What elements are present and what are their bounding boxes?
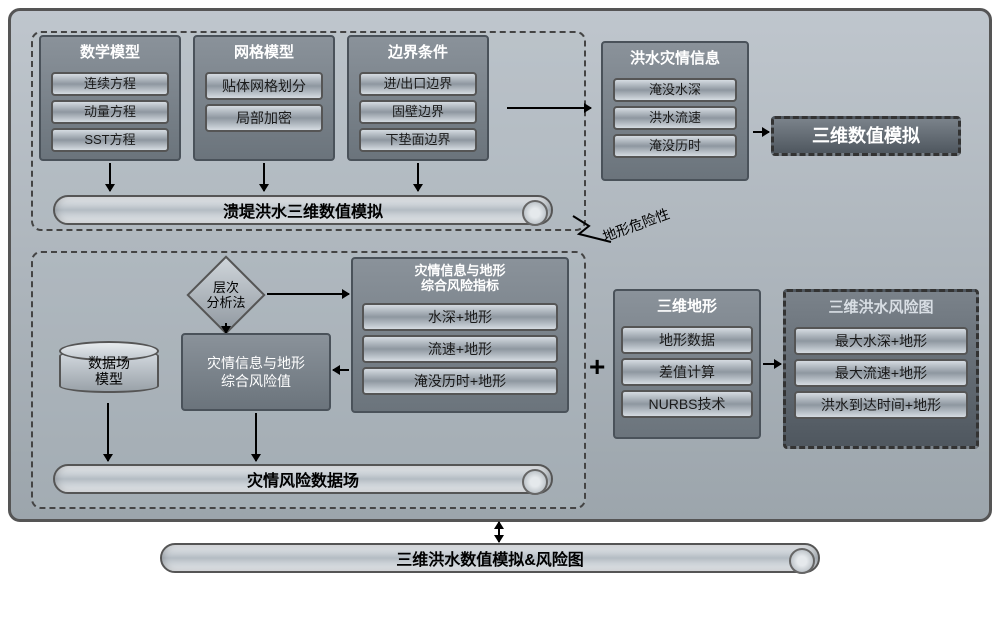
arrow-frame-to-bottompipe [498, 522, 500, 542]
node-datafield: 数据场 模型 [59, 341, 159, 401]
panel-flood-info: 洪水灾情信息 淹没水深 洪水流速 淹没历时 [601, 41, 749, 181]
boundary-item-3: 下垫面边界 [359, 128, 478, 152]
datafield-label: 数据场 模型 [88, 355, 130, 387]
arrow-diamond-right [267, 293, 349, 295]
pipe-risk: 灾情风险数据场 [53, 464, 553, 494]
sim-label-box: 三维数值模拟 [771, 116, 961, 156]
flood-item-3: 淹没历时 [613, 134, 737, 158]
indic-item-2: 流速+地形 [362, 335, 559, 363]
main-frame: 数学模型 连续方程 动量方程 SST方程 网格模型 贴体网格划分 局部加密 边界… [8, 8, 992, 522]
indic-item-1: 水深+地形 [362, 303, 559, 331]
riskmap-item-3: 洪水到达时间+地形 [794, 391, 969, 419]
panel-indicators: 灾情信息与地形 综合风险指标 水深+地形 流速+地形 淹没历时+地形 [351, 257, 569, 413]
flood-item-1: 淹没水深 [613, 78, 737, 102]
boundary-item-1: 进/出口边界 [359, 72, 478, 96]
boundary-item-2: 固壁边界 [359, 100, 478, 124]
boundary-title: 边界条件 [349, 37, 487, 68]
panel-grid-model: 网格模型 贴体网格划分 局部加密 [193, 35, 335, 161]
terrain-item-3: NURBS技术 [621, 390, 753, 418]
terrain-item-1: 地形数据 [621, 326, 753, 354]
grid-item-1: 贴体网格划分 [205, 72, 324, 100]
sim-label: 三维数值模拟 [812, 126, 920, 146]
pipe-risk-label: 灾情风险数据场 [247, 467, 359, 491]
riskmap-item-1: 最大水深+地形 [794, 327, 969, 355]
panel-terrain: 三维地形 地形数据 差值计算 NURBS技术 [613, 289, 761, 439]
ahp-label: 层次 分析法 [206, 280, 245, 310]
arrow-to-simlabel [753, 131, 769, 133]
panel-math-model: 数学模型 连续方程 动量方程 SST方程 [39, 35, 181, 161]
indic-item-3: 淹没历时+地形 [362, 367, 559, 395]
arrow-indic-to-risk [333, 369, 349, 371]
pipe-final: 三维洪水数值模拟&风险图 [160, 543, 820, 573]
math-model-title: 数学模型 [41, 37, 179, 68]
math-item-3: SST方程 [51, 128, 170, 152]
terrain-title: 三维地形 [615, 291, 759, 322]
panel-risk-value: 灾情信息与地形 综合风险值 [181, 333, 331, 411]
arrow-boundary-down [417, 163, 419, 191]
panel-riskmap: 三维洪水风险图 最大水深+地形 最大流速+地形 洪水到达时间+地形 [783, 289, 979, 449]
arrow-diamond-down [225, 323, 227, 333]
plus-sign: + [589, 351, 605, 383]
grid-item-2: 局部加密 [205, 104, 324, 132]
panel-boundary: 边界条件 进/出口边界 固壁边界 下垫面边界 [347, 35, 489, 161]
arrow-terrain-right [763, 363, 781, 365]
terrain-risk-label: 地形危险性 [600, 204, 673, 247]
math-item-1: 连续方程 [51, 72, 170, 96]
flood-item-2: 洪水流速 [613, 106, 737, 130]
pipe-final-label: 三维洪水数值模拟&风险图 [396, 546, 584, 570]
indicators-title: 灾情信息与地形 综合风险指标 [353, 259, 567, 299]
math-item-2: 动量方程 [51, 100, 170, 124]
terrain-item-2: 差值计算 [621, 358, 753, 386]
arrow-risk-down [255, 413, 257, 461]
arrow-to-floodinfo [507, 107, 591, 109]
arrow-grid-down [263, 163, 265, 191]
pipe-sim-label: 溃堤洪水三维数值模拟 [223, 198, 383, 222]
node-ahp: 层次 分析法 [186, 267, 266, 323]
flood-info-title: 洪水灾情信息 [603, 43, 747, 74]
risk-value-label: 灾情信息与地形 综合风险值 [201, 354, 311, 390]
arrow-cyl-down [107, 403, 109, 461]
grid-model-title: 网格模型 [195, 37, 333, 68]
riskmap-title: 三维洪水风险图 [786, 292, 976, 323]
arrow-math-down [109, 163, 111, 191]
pipe-sim: 溃堤洪水三维数值模拟 [53, 195, 553, 225]
riskmap-item-2: 最大流速+地形 [794, 359, 969, 387]
